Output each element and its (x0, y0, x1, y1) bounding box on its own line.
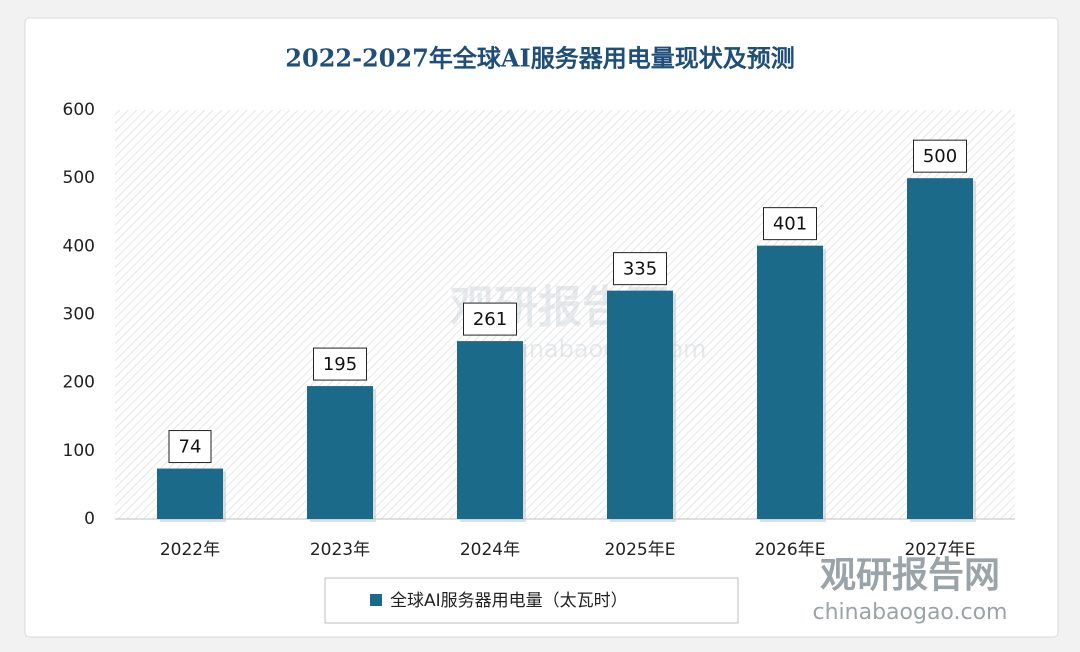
bar (757, 245, 823, 519)
legend: 全球AI服务器用电量（太瓦时） (324, 577, 739, 624)
x-tick-label: 2022年 (160, 540, 220, 560)
bar (907, 178, 973, 519)
y-tick-label: 0 (84, 509, 95, 529)
bar (157, 468, 223, 519)
value-label: 74 (179, 437, 202, 458)
bar (457, 341, 523, 519)
x-tick-label: 2024年 (460, 540, 520, 560)
value-label-box (763, 207, 817, 241)
x-tick-label: 2025年E (604, 540, 675, 560)
x-tick-label: 2027年E (904, 540, 975, 560)
chart-title: 2022-2027年全球AI服务器用电量现状及预测 (285, 44, 794, 73)
x-tick-label: 2026年E (754, 540, 825, 560)
legend-label: 全球AI服务器用电量（太瓦时） (390, 591, 628, 611)
value-label: 500 (923, 146, 957, 167)
y-tick-label: 300 (63, 305, 95, 325)
bar (607, 290, 673, 519)
value-label: 261 (473, 309, 507, 330)
y-tick-label: 100 (63, 441, 95, 461)
x-tick-label: 2023年 (310, 540, 370, 560)
y-tick-label: 400 (63, 236, 95, 256)
value-label: 401 (773, 214, 807, 235)
watermark-url: chinabaogao.com (813, 600, 1008, 625)
y-tick-label: 200 (63, 373, 95, 393)
y-tick-label: 500 (63, 168, 95, 188)
legend-box (324, 577, 739, 624)
value-label-box (313, 347, 367, 381)
value-label-box (913, 139, 967, 173)
value-label-box (613, 252, 667, 286)
bar (307, 386, 373, 519)
legend-swatch (370, 594, 382, 606)
value-label: 195 (323, 354, 357, 375)
watermark: 观研报告网 (820, 555, 1000, 596)
value-label-box (168, 430, 212, 464)
y-tick-label: 600 (63, 100, 95, 120)
value-label: 335 (623, 259, 657, 280)
plot-area (115, 110, 1015, 519)
value-label-box (463, 302, 517, 336)
